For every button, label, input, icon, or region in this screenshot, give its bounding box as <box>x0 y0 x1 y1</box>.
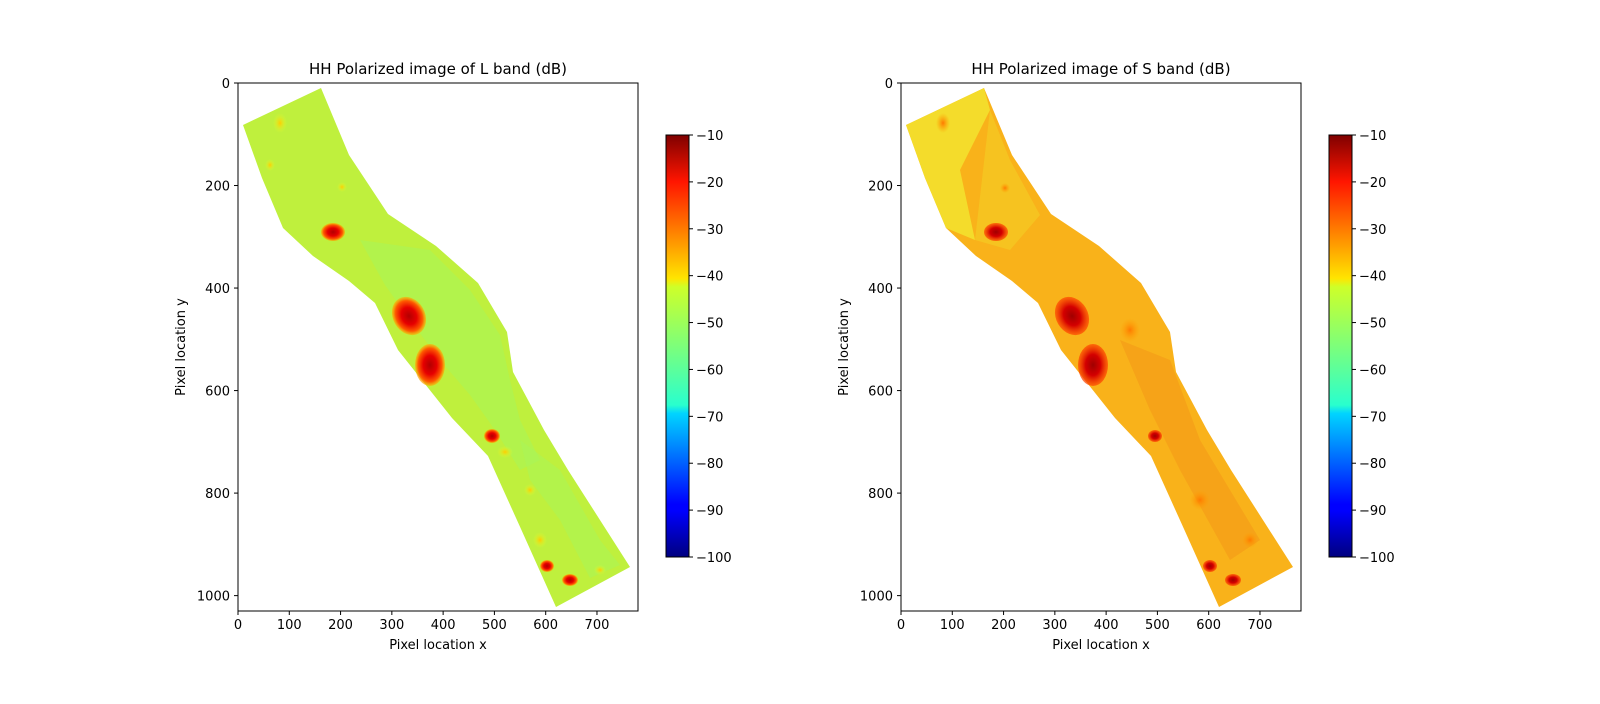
x-tick-label: 300 <box>379 618 404 633</box>
x-tick-label: 200 <box>991 618 1016 633</box>
x-tick-label: 100 <box>277 618 302 633</box>
y-tick-label: 200 <box>205 180 230 195</box>
y-tick-label: 1000 <box>860 590 893 605</box>
colorbar-ticks: −10 −20 −30 −40 −50 −60 −70 −80 −90 −100 <box>1352 129 1395 566</box>
x-axis-label: Pixel location x <box>1052 638 1150 653</box>
x-tick-label: 0 <box>897 618 905 633</box>
colorbar-tick-label: −20 <box>1359 176 1386 191</box>
y-axis: 0 200 400 600 800 1000 <box>860 77 901 605</box>
colorbar: −10 −20 −30 −40 −50 −60 −70 −80 −90 −100 <box>665 129 732 566</box>
axes-frame <box>237 82 639 612</box>
chart-title: HH Polarized image of L band (dB) <box>309 60 567 78</box>
y-tick-label: 800 <box>205 487 230 502</box>
y-tick-label: 400 <box>868 282 893 297</box>
x-axis: 0 100 200 300 400 500 600 700 <box>234 611 610 633</box>
colorbar-tick-label: −80 <box>696 457 723 472</box>
y-tick-label: 0 <box>222 77 230 92</box>
colorbar-tick-label: −60 <box>1359 363 1386 378</box>
x-axis: 0 100 200 300 400 500 600 700 <box>897 611 1273 633</box>
x-tick-label: 600 <box>1196 618 1221 633</box>
colorbar-tick-label: −100 <box>696 551 732 566</box>
colorbar-tick-label: −50 <box>696 317 723 332</box>
colorbar-tick-label: −10 <box>1359 129 1386 144</box>
x-tick-label: 200 <box>328 618 353 633</box>
colorbar-ticks: −10 −20 −30 −40 −50 −60 −70 −80 −90 −100 <box>689 129 732 566</box>
colorbar-tick-label: −40 <box>1359 270 1386 285</box>
y-tick-label: 600 <box>868 385 893 400</box>
x-axis-label: Pixel location x <box>389 638 487 653</box>
plot-area <box>243 88 630 607</box>
colorbar-tick-label: −100 <box>1359 551 1395 566</box>
colorbar-tick-label: −30 <box>696 223 723 238</box>
x-tick-label: 400 <box>1094 618 1119 633</box>
s-band-panel: HH Polarized image of S band (dB) 0 100 20… <box>837 60 1395 653</box>
plot-area <box>906 88 1293 607</box>
colorbar-tick-label: −80 <box>1359 457 1386 472</box>
colorbar-tick-label: −50 <box>1359 317 1386 332</box>
y-axis: 0 200 400 600 800 1000 <box>197 77 238 605</box>
colorbar-tick-label: −70 <box>1359 410 1386 425</box>
y-tick-label: 800 <box>868 487 893 502</box>
y-axis-label: Pixel location y <box>837 298 852 396</box>
y-tick-label: 600 <box>205 385 230 400</box>
x-tick-label: 500 <box>482 618 507 633</box>
l-band-panel: HH Polarized image of L band (dB) 0 100 20… <box>174 60 732 653</box>
colorbar-tick-label: −90 <box>1359 504 1386 519</box>
colorbar-tick-label: −70 <box>696 410 723 425</box>
x-tick-label: 700 <box>1248 618 1273 633</box>
x-tick-label: 300 <box>1042 618 1067 633</box>
axes-frame <box>900 82 1302 612</box>
colorbar-tick-label: −10 <box>696 129 723 144</box>
colorbar-tick-label: −40 <box>696 270 723 285</box>
y-axis-label: Pixel location y <box>174 298 189 396</box>
y-tick-label: 1000 <box>197 590 230 605</box>
chart-title: HH Polarized image of S band (dB) <box>971 60 1230 78</box>
colorbar-gradient <box>1328 134 1353 558</box>
x-tick-label: 400 <box>431 618 456 633</box>
y-tick-label: 200 <box>868 180 893 195</box>
colorbar-tick-label: −30 <box>1359 223 1386 238</box>
x-tick-label: 100 <box>940 618 965 633</box>
x-tick-label: 500 <box>1145 618 1170 633</box>
colorbar-tick-label: −20 <box>696 176 723 191</box>
x-tick-label: 0 <box>234 618 242 633</box>
y-tick-label: 400 <box>205 282 230 297</box>
y-tick-label: 0 <box>885 77 893 92</box>
x-tick-label: 700 <box>585 618 610 633</box>
colorbar-tick-label: −90 <box>696 504 723 519</box>
colorbar: −10 −20 −30 −40 −50 −60 −70 −80 −90 −100 <box>1328 129 1395 566</box>
x-tick-label: 600 <box>533 618 558 633</box>
colorbar-tick-label: −60 <box>696 363 723 378</box>
colorbar-gradient <box>665 134 690 558</box>
